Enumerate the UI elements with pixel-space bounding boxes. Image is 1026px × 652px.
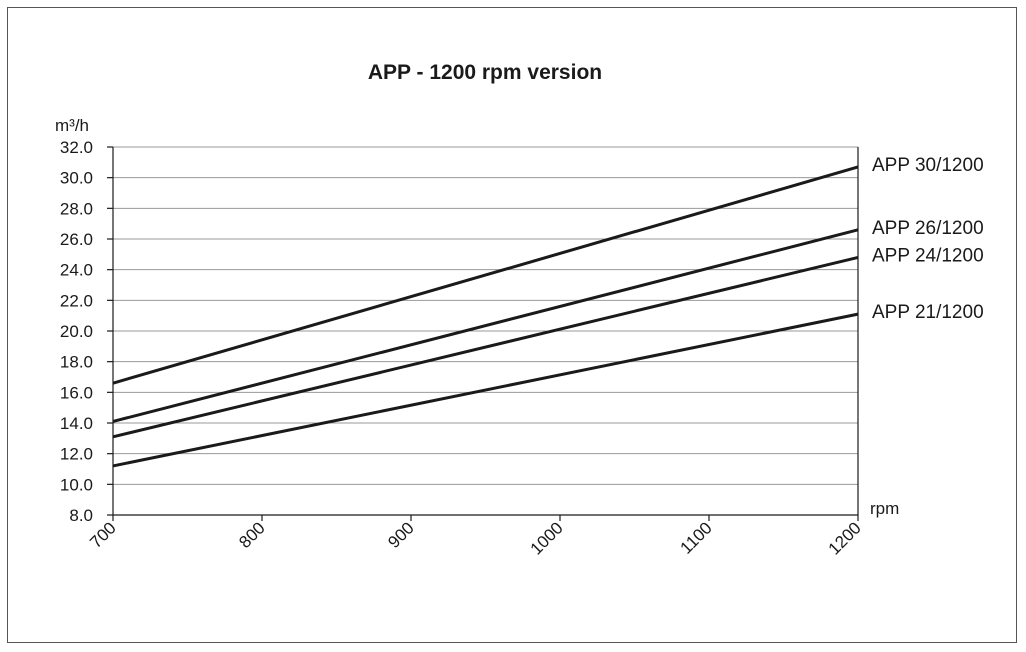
- axes: [107, 146, 859, 521]
- x-tick-label: 900: [384, 518, 417, 551]
- series-line: [112, 255, 859, 439]
- y-tick-label: 24.0: [60, 261, 93, 280]
- y-tick-label: 12.0: [60, 445, 93, 464]
- y-tick-label: 8.0: [69, 506, 93, 525]
- chart-title: APP - 1200 rpm version: [368, 61, 602, 84]
- y-axis-unit-label: m³/h: [55, 116, 89, 135]
- x-tick-label: 1100: [677, 518, 716, 557]
- chart-frame: [7, 7, 1017, 643]
- y-tick-label: 10.0: [60, 475, 93, 494]
- x-tick-label: 1000: [527, 518, 567, 558]
- series-label: APP 30/1200: [872, 155, 984, 176]
- series-label: APP 24/1200: [872, 245, 984, 266]
- series-labels: APP 30/1200 APP 26/1200 APP 24/1200 APP 21/…: [872, 155, 984, 323]
- y-tick-label: 26.0: [60, 230, 93, 249]
- x-tick-label: 800: [235, 518, 268, 551]
- series-lines: [112, 165, 859, 468]
- y-tick-label: 20.0: [60, 322, 93, 341]
- series-line: [112, 165, 859, 385]
- series-label: APP 21/1200: [872, 302, 984, 323]
- series-line: [112, 228, 859, 423]
- x-axis-unit-label: rpm: [870, 499, 899, 518]
- y-tick-label: 18.0: [60, 353, 93, 372]
- gridlines: [113, 146, 858, 516]
- x-tick-label: 1200: [825, 518, 865, 558]
- y-tick-label: 22.0: [60, 291, 93, 310]
- y-tick-label: 14.0: [60, 414, 93, 433]
- series-label: APP 26/1200: [872, 218, 984, 239]
- y-tick-label: 28.0: [60, 199, 93, 218]
- y-tick-label: 30.0: [60, 169, 93, 188]
- series-line: [112, 312, 859, 468]
- y-tick-label: 32.0: [60, 138, 93, 157]
- y-tick-label: 16.0: [60, 383, 93, 402]
